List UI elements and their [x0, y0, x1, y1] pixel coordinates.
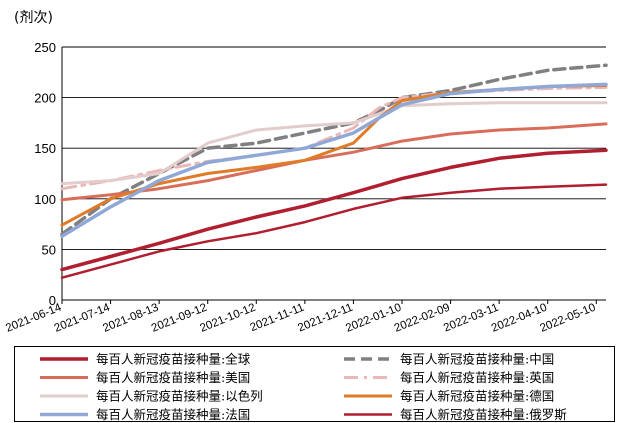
series-line-2 — [60, 122, 608, 202]
y-tick-label: 200 — [34, 91, 56, 106]
legend-label: 每百人新冠疫苗接种量:法国 — [96, 407, 250, 422]
y-tick-label: 0 — [49, 293, 56, 308]
legend-label: 每百人新冠疫苗接种量:中国 — [400, 352, 554, 367]
legend-label: 每百人新冠疫苗接种量:以色列 — [96, 389, 263, 404]
x-tick-label: 2021-10-12 — [198, 302, 257, 335]
legend-label: 每百人新冠疫苗接种量:全球 — [96, 352, 251, 367]
x-tick-label: 2022-02-09 — [393, 302, 452, 335]
y-tick-labels: 0 50 100 150 200 250 — [34, 40, 56, 308]
gridlines — [62, 46, 606, 301]
y-tick-label: 50 — [42, 242, 56, 257]
series-line-4 — [60, 101, 608, 186]
y-axis-unit-label: (剂次) — [14, 10, 53, 26]
x-tick-label: 2021-11-11 — [249, 302, 306, 335]
x-tick-label: 2022-05-10 — [538, 302, 597, 335]
legend-box — [14, 346, 615, 422]
legend-label: 每百人新冠疫苗接种量:德国 — [400, 389, 554, 404]
series-lines — [60, 63, 608, 279]
y-tick-label: 250 — [34, 40, 56, 55]
y-tick-label: 100 — [34, 192, 56, 207]
series-line-7 — [60, 183, 608, 279]
legend: 每百人新冠疫苗接种量:全球 每百人新冠疫苗接种量:中国每百人新冠疫苗接种量:美国每… — [14, 346, 615, 422]
legend-label: 每百人新冠疫苗接种量:美国 — [96, 370, 250, 385]
legend-label: 每百人新冠疫苗接种量:俄罗斯 — [400, 407, 567, 422]
legend-label: 每百人新冠疫苗接种量:英国 — [400, 370, 554, 385]
series-line-0 — [60, 148, 608, 272]
y-tick-label: 150 — [34, 141, 56, 156]
series-line-6 — [60, 82, 608, 238]
